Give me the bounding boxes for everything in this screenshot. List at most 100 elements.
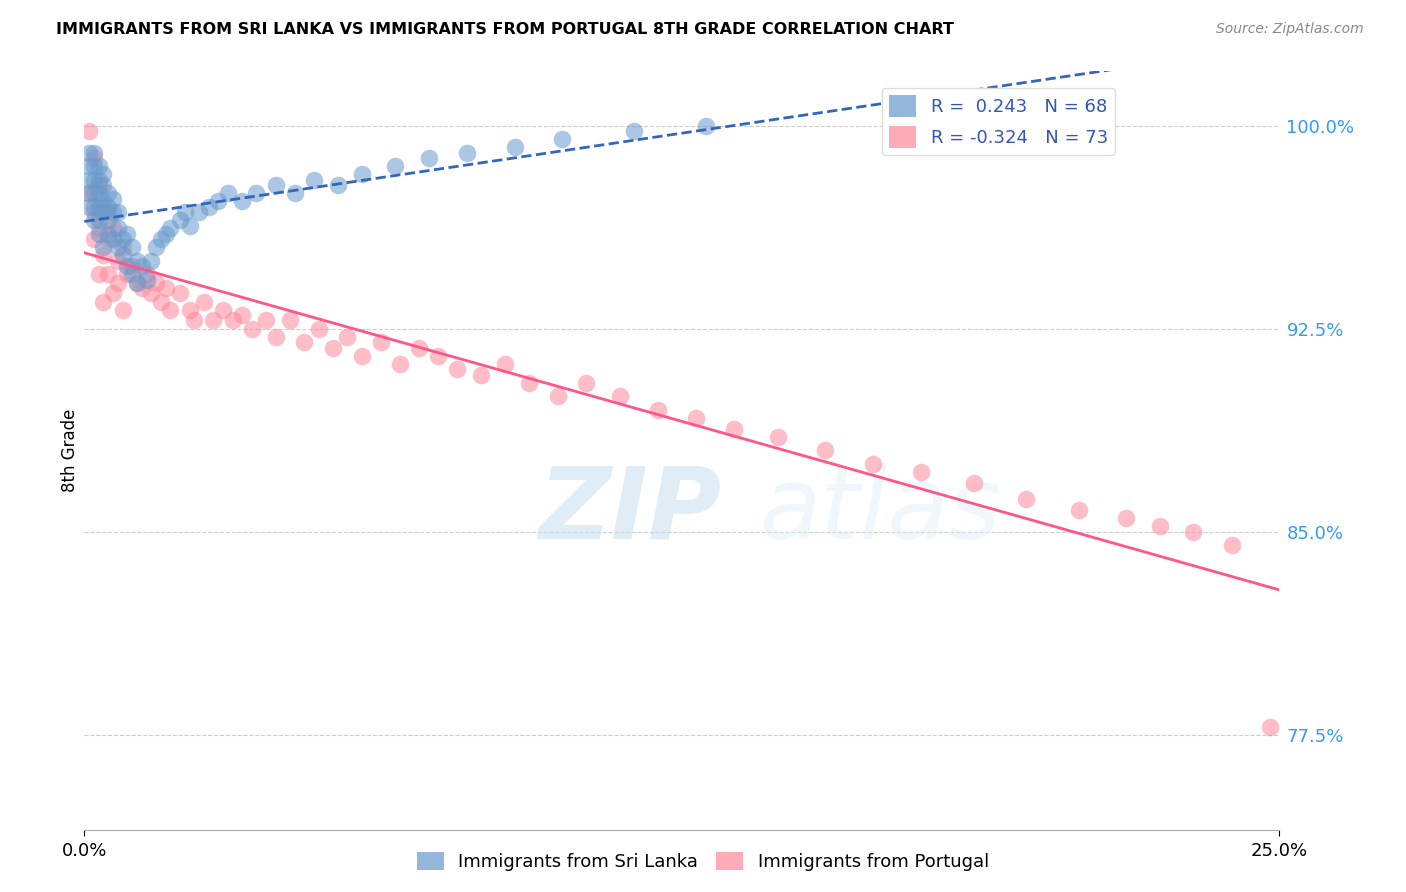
Point [173, 205, 195, 219]
Point [83, 200, 105, 214]
Point [93, 167, 115, 181]
Point [111, 232, 134, 246]
Point [101, 286, 124, 301]
Point [77, 124, 100, 138]
Point [575, 376, 598, 390]
Point [87, 213, 110, 227]
Point [1115, 511, 1137, 525]
Point [135, 268, 157, 282]
Point [141, 254, 163, 268]
Point [384, 159, 406, 173]
Point [77, 159, 100, 173]
Point [350, 167, 373, 181]
Point [83, 172, 105, 186]
Point [609, 389, 631, 403]
Point [149, 232, 172, 246]
Point [245, 186, 267, 201]
Point [121, 268, 143, 282]
Point [107, 221, 129, 235]
Point [1182, 524, 1205, 539]
Point [1220, 538, 1243, 552]
Point [135, 273, 157, 287]
Point [292, 335, 315, 350]
Point [155, 281, 177, 295]
Point [107, 254, 129, 268]
Y-axis label: 8th Grade: 8th Grade [60, 409, 79, 492]
Point [169, 213, 191, 227]
Point [910, 465, 932, 479]
Point [87, 159, 110, 173]
Point [207, 194, 229, 209]
Point [111, 302, 134, 317]
Point [326, 178, 349, 193]
Point [302, 172, 325, 186]
Point [93, 240, 115, 254]
Point [388, 357, 411, 371]
Point [87, 268, 110, 282]
Point [695, 119, 717, 133]
Point [197, 200, 219, 214]
Point [231, 308, 253, 322]
Point [97, 186, 120, 201]
Point [87, 172, 110, 186]
Point [77, 172, 100, 186]
Point [470, 368, 492, 382]
Point [97, 200, 120, 214]
Point [202, 313, 225, 327]
Point [83, 151, 105, 165]
Point [766, 430, 789, 444]
Point [149, 294, 172, 309]
Point [1258, 720, 1281, 734]
Point [83, 232, 105, 246]
Point [97, 268, 120, 282]
Point [221, 313, 243, 327]
Point [97, 205, 120, 219]
Point [145, 276, 167, 290]
Point [723, 422, 745, 436]
Point [1067, 503, 1090, 517]
Point [647, 402, 669, 417]
Point [131, 260, 153, 274]
Point [101, 232, 124, 246]
Point [111, 248, 134, 262]
Point [217, 186, 239, 201]
Point [169, 286, 191, 301]
Point [551, 132, 574, 146]
Point [322, 341, 344, 355]
Point [1149, 519, 1171, 533]
Point [93, 294, 115, 309]
Point [179, 219, 201, 233]
Text: IMMIGRANTS FROM SRI LANKA VS IMMIGRANTS FROM PORTUGAL 8TH GRADE CORRELATION CHAR: IMMIGRANTS FROM SRI LANKA VS IMMIGRANTS … [56, 22, 955, 37]
Point [125, 254, 148, 268]
Point [350, 349, 373, 363]
Point [87, 178, 110, 193]
Text: Source: ZipAtlas.com: Source: ZipAtlas.com [1216, 22, 1364, 37]
Text: atlas: atlas [759, 463, 1001, 559]
Point [93, 194, 115, 209]
Point [183, 313, 205, 327]
Point [87, 186, 110, 201]
Point [131, 281, 153, 295]
Point [547, 389, 569, 403]
Point [83, 145, 105, 160]
Point [83, 159, 105, 173]
Point [117, 260, 139, 274]
Point [107, 240, 129, 254]
Point [814, 443, 837, 458]
Point [503, 140, 526, 154]
Point [159, 302, 181, 317]
Point [494, 357, 516, 371]
Point [188, 205, 211, 219]
Point [117, 268, 139, 282]
Legend: R =  0.243   N = 68, R = -0.324   N = 73: R = 0.243 N = 68, R = -0.324 N = 73 [882, 88, 1115, 155]
Point [97, 227, 120, 241]
Point [264, 178, 287, 193]
Legend: Immigrants from Sri Lanka, Immigrants from Portugal: Immigrants from Sri Lanka, Immigrants fr… [409, 845, 997, 879]
Point [101, 192, 124, 206]
Point [370, 335, 392, 350]
Point [179, 302, 201, 317]
Point [254, 313, 277, 327]
Point [408, 341, 430, 355]
Point [427, 349, 450, 363]
Point [278, 313, 301, 327]
